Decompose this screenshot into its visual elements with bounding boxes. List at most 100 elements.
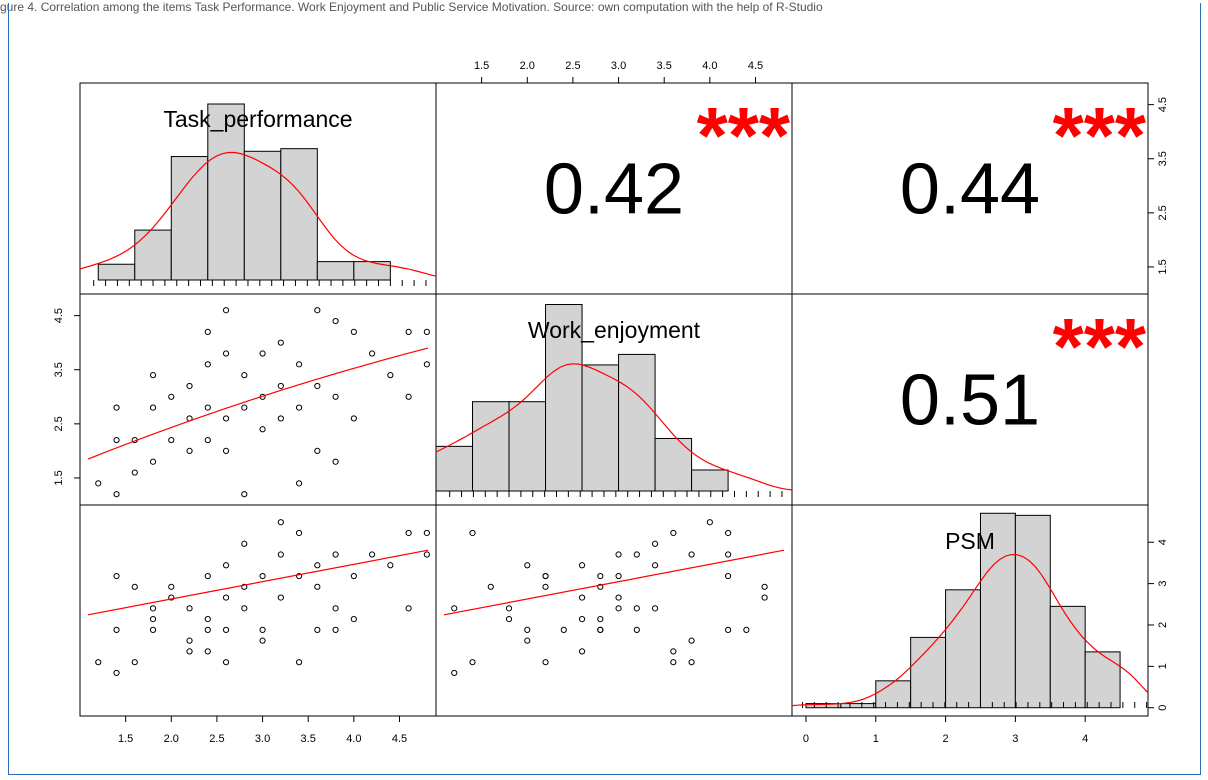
scatter-point: [505, 616, 513, 623]
bottom-axis-tick-label: 0: [803, 733, 809, 745]
scatter-point: [222, 626, 230, 633]
scatter-point: [633, 605, 640, 612]
histogram-bar: [353, 261, 391, 281]
scatter-point: [387, 562, 394, 569]
scatter-point: [369, 551, 376, 558]
scatter-point: [542, 572, 549, 580]
scatter-point: [149, 404, 157, 411]
scatter-point: [204, 616, 211, 623]
scatter-point: [113, 491, 120, 498]
top-axis-tick-label: 2.5: [565, 60, 580, 72]
scatter-point: [295, 480, 303, 487]
scatter-point: [222, 594, 230, 601]
histogram-bar: [910, 636, 947, 709]
scatter-point: [277, 519, 284, 526]
scatter-point: [597, 583, 604, 590]
scatter-point: [615, 605, 622, 612]
scatter-point: [451, 605, 458, 612]
bottom-axis-tick-label: 2.0: [164, 733, 179, 745]
scatter-point: [204, 361, 211, 368]
histogram-bar: [316, 261, 355, 281]
scatter-point: [222, 415, 230, 422]
histogram-bar: [207, 103, 245, 281]
scatter-point: [295, 361, 303, 368]
bottom-axis-tick-label: 3: [1012, 733, 1018, 745]
top-axis-tick-label: 3.5: [657, 60, 672, 72]
scatter-point: [560, 626, 567, 633]
left-axis-tick-label: 2.5: [53, 416, 65, 431]
scatter-point: [332, 393, 339, 400]
scatter-point: [204, 572, 211, 580]
variable-label: PSM: [945, 528, 995, 554]
histogram-bar: [1084, 651, 1121, 709]
scatter-point: [204, 328, 211, 335]
scatter-point: [615, 594, 622, 601]
scatter-point: [725, 626, 732, 633]
scatter-point: [168, 436, 175, 444]
scatter-point: [615, 551, 622, 558]
scatter-point: [469, 659, 476, 666]
bottom-axis-tick-label: 2: [943, 733, 949, 745]
bottom-axis-tick-label: 1: [873, 733, 879, 745]
scatter-point: [149, 626, 157, 633]
scatter-point: [405, 605, 412, 612]
histogram-bar: [97, 263, 136, 281]
scatter-point: [597, 572, 604, 580]
scatter-point: [314, 583, 321, 590]
scatter-point: [651, 605, 659, 612]
histogram-bar: [134, 229, 172, 281]
left-axis-tick-label: 4.5: [53, 308, 65, 323]
scatter-point: [277, 594, 284, 601]
loess-line: [443, 549, 785, 616]
scatter-point: [451, 669, 458, 677]
scatter-point: [204, 436, 211, 444]
figure-caption: gure 4. Correlation among the items Task…: [0, 0, 823, 14]
scatter-point: [277, 415, 284, 422]
scatter-point: [387, 372, 394, 379]
significance-stars: ***: [1053, 91, 1147, 180]
right-axis-tick-label: 3.5: [1157, 151, 1169, 166]
scatter-point: [423, 551, 430, 558]
scatter-point: [314, 307, 321, 314]
scatter-point: [542, 659, 549, 666]
scatter-point: [204, 648, 211, 655]
bottom-axis-tick-label: 4.0: [346, 733, 361, 745]
scatter-point: [670, 529, 677, 537]
scatter-point: [95, 480, 102, 487]
scatter-point: [186, 447, 193, 454]
left-axis-tick-label: 3.5: [53, 362, 65, 377]
scatter-point: [241, 404, 248, 411]
scatter-point: [149, 458, 157, 465]
scatter-point: [295, 529, 303, 537]
histogram-bar: [581, 364, 620, 492]
scatter-point: [204, 626, 211, 633]
panel-grid-outline: [79, 82, 1149, 717]
scatter-point: [113, 436, 120, 444]
histogram-bar: [840, 703, 877, 709]
histogram-bar: [979, 512, 1016, 709]
scatter-point: [651, 562, 659, 569]
correlation-value: 0.44: [900, 150, 1040, 230]
left-axis-tick-label: 1.5: [53, 470, 65, 485]
scatter-point: [95, 659, 102, 666]
scatter-point: [113, 669, 120, 677]
histogram-bar: [508, 401, 547, 492]
scatter-point: [259, 637, 266, 644]
scatter-point: [113, 626, 120, 633]
scatter-point: [725, 572, 732, 580]
scatter-point: [524, 637, 531, 644]
loess-line: [87, 549, 429, 616]
scatter-point: [670, 659, 677, 666]
scatter-point: [295, 659, 303, 666]
histogram-bar: [691, 469, 729, 492]
significance-stars: ***: [697, 91, 791, 180]
top-axis-tick-label: 4.5: [748, 60, 763, 72]
scatter-point: [469, 529, 476, 537]
scatter-point: [259, 626, 266, 633]
density-curve: [79, 151, 437, 277]
scatter-point: [405, 393, 412, 400]
scatter-point: [524, 562, 531, 569]
scatter-point: [186, 382, 193, 390]
scatter-point: [149, 372, 157, 379]
scatter-point: [524, 626, 531, 633]
